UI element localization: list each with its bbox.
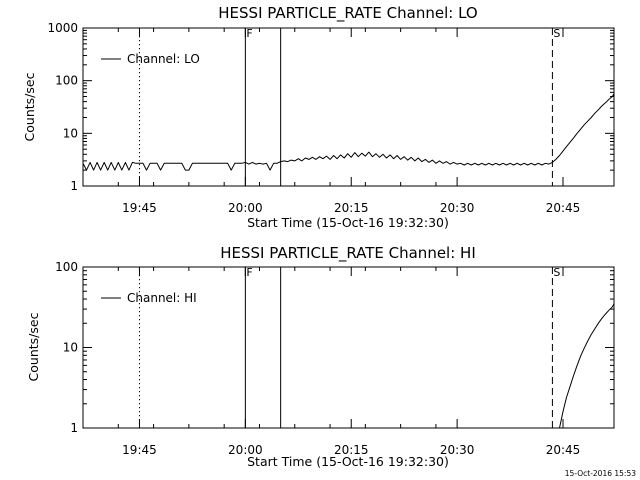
generation-timestamp: 15-Oct-2016 15:53 xyxy=(565,469,636,478)
y-axis-label-lo: Counts/sec xyxy=(22,72,37,141)
y-axis-label-hi: Counts/sec xyxy=(26,312,41,381)
x-axis-label-hi: Start Time (15-Oct-16 19:32:30) xyxy=(247,454,449,469)
event-marker-label-hi-2: F xyxy=(246,266,252,279)
x-tick-label-lo-4: 20:45 xyxy=(546,201,581,215)
legend-label-hi: Channel: HI xyxy=(127,291,197,305)
y-tick-label-lo-0: 1 xyxy=(70,179,78,193)
y-tick-label-hi-0: 1 xyxy=(70,421,78,435)
series-line-lo-0 xyxy=(82,61,615,171)
chart-title-lo: HESSI PARTICLE_RATE Channel: LO xyxy=(218,4,477,23)
y-tick-label-hi-1: 10 xyxy=(63,341,78,355)
plot-frame-lo xyxy=(82,27,615,187)
x-axis-label-lo: Start Time (15-Oct-16 19:32:30) xyxy=(247,215,449,230)
x-tick-labels-hi: 19:45 20:00 20:15 20:30 20:45 xyxy=(82,267,581,457)
y-tick-label-lo-1: 10 xyxy=(63,126,78,140)
legend-label-lo: Channel: LO xyxy=(127,52,200,66)
x-tick-label-lo-0: 19:45 xyxy=(122,201,157,215)
event-marker-label-lo-2: F xyxy=(246,27,252,40)
x-tick-label-hi-0: 19:45 xyxy=(122,443,157,457)
event-marker-label-hi-4: S xyxy=(553,266,560,279)
x-tick-label-hi-1: 20:00 xyxy=(228,443,263,457)
y-tick-label-hi-2: 100 xyxy=(55,260,78,274)
x-tick-label-lo-2: 20:15 xyxy=(334,201,369,215)
plot-frame-hi xyxy=(82,266,615,429)
y-tick-label-lo-3: 1000 xyxy=(47,21,78,35)
chart-title-hi: HESSI PARTICLE_RATE Channel: HI xyxy=(220,244,476,263)
x-tick-label-lo-3: 20:30 xyxy=(440,201,475,215)
series-line-hi-0 xyxy=(559,286,615,429)
y-tick-labels-hi: 1 10 100 xyxy=(55,260,614,435)
x-tick-labels-lo: 19:45 20:00 20:15 20:30 20:45 xyxy=(82,28,581,215)
x-tick-label-lo-1: 20:00 xyxy=(228,201,263,215)
x-tick-label-hi-4: 20:45 xyxy=(546,443,581,457)
x-tick-label-hi-3: 20:30 xyxy=(440,443,475,457)
y-tick-labels-lo: 1 10 100 1000 xyxy=(47,21,614,193)
event-marker-label-lo-4: S xyxy=(553,27,560,40)
x-tick-label-hi-2: 20:15 xyxy=(334,443,369,457)
y-tick-label-lo-2: 100 xyxy=(55,74,78,88)
